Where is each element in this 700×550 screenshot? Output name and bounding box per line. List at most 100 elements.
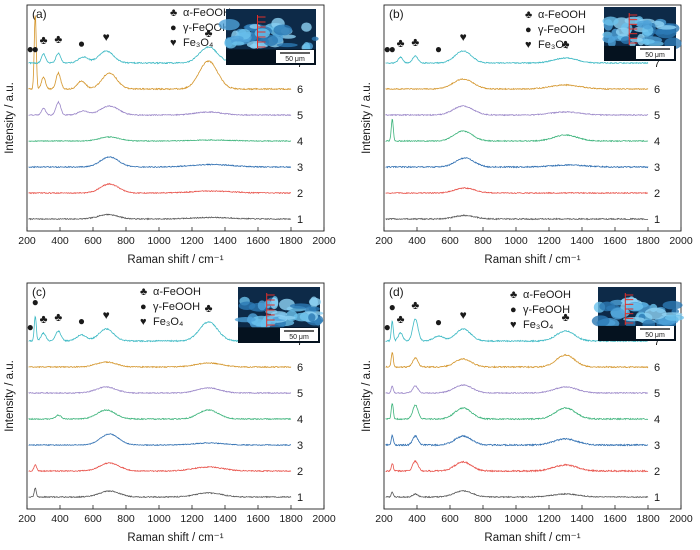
legend-entry: γ-FeOOH (153, 301, 200, 313)
legend-symbol: ♥ (170, 37, 177, 49)
trace-3 (385, 157, 649, 169)
legend-symbol: ♥ (525, 39, 532, 51)
peak-marker: ● (27, 42, 34, 56)
x-tick-label: 1600 (603, 513, 627, 525)
y-axis-title: Intensity / a.u. (4, 360, 16, 432)
peak-marker: ♣ (411, 35, 419, 49)
micrograph-inset: 50 μm (602, 7, 682, 61)
trace-label: 6 (654, 84, 660, 96)
y-axis-title: Intensity / a.u. (4, 82, 16, 154)
trace-label: 1 (297, 214, 303, 226)
x-tick-label: 1800 (636, 235, 660, 247)
trace-label: 3 (654, 162, 660, 174)
trace-3 (28, 156, 292, 169)
trace-label: 5 (654, 110, 660, 122)
trace-5 (385, 105, 649, 117)
micrograph-texture (270, 297, 279, 310)
micrograph-texture (623, 316, 645, 322)
x-axis-title: Raman shift / cm⁻¹ (127, 254, 223, 266)
x-tick-label: 800 (117, 513, 135, 525)
x-tick-label: 1600 (246, 235, 270, 247)
panel-c: 200 400 600 800 1000 1200 1400 1600 1800 2000 Rama… (4, 282, 336, 544)
legend-symbol: ● (510, 304, 517, 316)
legend-entry: α-FeOOH (153, 286, 201, 298)
x-tick-label: 1800 (279, 513, 303, 525)
trace-3 (28, 433, 292, 447)
micrograph-texture (289, 303, 312, 309)
trace-1 (28, 487, 292, 499)
legend-symbol: ♣ (170, 7, 177, 19)
micrograph-texture (309, 296, 318, 309)
peak-marker: ● (32, 295, 39, 309)
scale-bar-label: 50 μm (645, 332, 665, 339)
x-tick-label: 1200 (180, 235, 204, 247)
legend-symbol: ♣ (510, 289, 517, 301)
x-tick-label: 400 (51, 513, 69, 525)
micrograph-texture (218, 18, 240, 31)
micrograph-texture (602, 16, 619, 26)
micrograph-texture (257, 300, 267, 311)
x-tick-label: 200 (18, 235, 36, 247)
trace-label: 5 (297, 388, 303, 400)
x-tick-label: 1800 (279, 235, 303, 247)
micrograph-texture (273, 24, 293, 36)
panel-label: (a) (32, 7, 47, 21)
legend-entry: α-FeOOH (183, 7, 231, 19)
trace-label: 6 (654, 362, 660, 374)
trace-6 (385, 78, 649, 91)
x-tick-label: 1200 (180, 513, 204, 525)
legend-symbol: ♣ (140, 286, 147, 298)
micrograph-texture (276, 43, 298, 48)
x-tick-label: 2000 (669, 235, 693, 247)
micrograph-texture (656, 25, 677, 30)
trace-6 (385, 352, 649, 369)
x-tick-label: 400 (408, 235, 426, 247)
micrograph-texture (232, 41, 245, 46)
peak-marker: ♣ (54, 310, 62, 324)
x-tick-label: 200 (18, 513, 36, 525)
peak-marker: ● (27, 320, 34, 334)
legend-entry: Fe₃O₄ (153, 316, 184, 328)
micrograph-texture (238, 301, 256, 311)
trace-6 (28, 360, 292, 369)
legend-entry: γ-FeOOH (523, 304, 570, 316)
trace-label: 4 (297, 136, 303, 148)
panel-a: 200 400 600 800 1000 1200 1400 1600 1800 2000 Rama… (4, 4, 336, 266)
legend-symbol: ♣ (525, 9, 532, 21)
legend-symbol: ● (140, 301, 147, 313)
trace-4 (385, 403, 649, 421)
trace-label: 5 (654, 388, 660, 400)
trace-label: 2 (297, 188, 303, 200)
x-tick-label: 600 (441, 513, 459, 525)
trace-4 (28, 136, 292, 143)
x-tick-label: 200 (375, 513, 393, 525)
x-tick-label: 1600 (603, 235, 627, 247)
micrograph-texture (311, 36, 319, 41)
x-tick-label: 1200 (537, 235, 561, 247)
legend-symbol: ♥ (140, 316, 147, 328)
x-tick-label: 800 (117, 235, 135, 247)
x-tick-label: 1000 (504, 513, 528, 525)
x-tick-label: 1600 (246, 513, 270, 525)
legend-symbol: ● (170, 22, 177, 34)
peak-marker: ♣ (397, 312, 405, 326)
trace-2 (28, 182, 292, 195)
x-tick-label: 1400 (570, 235, 594, 247)
trace-6 (28, 15, 292, 91)
micrograph-texture (234, 316, 256, 323)
scale-bar-label: 50 μm (645, 52, 665, 59)
peak-marker: ♣ (205, 301, 213, 315)
trace-label: 3 (654, 440, 660, 452)
x-tick-label: 400 (51, 235, 69, 247)
legend-symbol: ♥ (510, 319, 517, 331)
micrograph-texture (644, 307, 667, 320)
x-tick-label: 600 (84, 235, 102, 247)
x-tick-label: 1000 (147, 513, 171, 525)
trace-5 (28, 386, 292, 395)
peak-marker: ♣ (40, 312, 48, 326)
micrograph-texture (664, 314, 684, 321)
trace-1 (385, 214, 649, 221)
trace-label: 4 (297, 414, 303, 426)
